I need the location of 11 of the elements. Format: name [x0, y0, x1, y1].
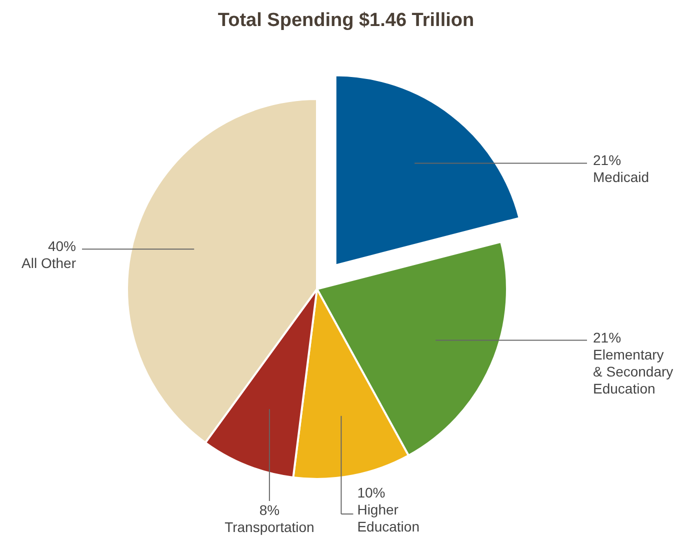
data-label: 8%: [259, 502, 280, 518]
slice-label: Transportation: [224, 519, 314, 535]
slice-label: Medicaid: [593, 169, 650, 186]
data-label: 40%: [48, 238, 76, 254]
slice-label: Higher Education: [357, 502, 420, 534]
chart-title: Total Spending $1.46 Trillion: [218, 10, 474, 31]
data-label: 21%: [593, 152, 622, 168]
slice-label: Elementary & Secondary Education: [593, 346, 674, 396]
slice-label: All Other: [22, 255, 76, 272]
data-label: 10%: [357, 484, 386, 500]
data-label: 21%: [593, 329, 622, 346]
